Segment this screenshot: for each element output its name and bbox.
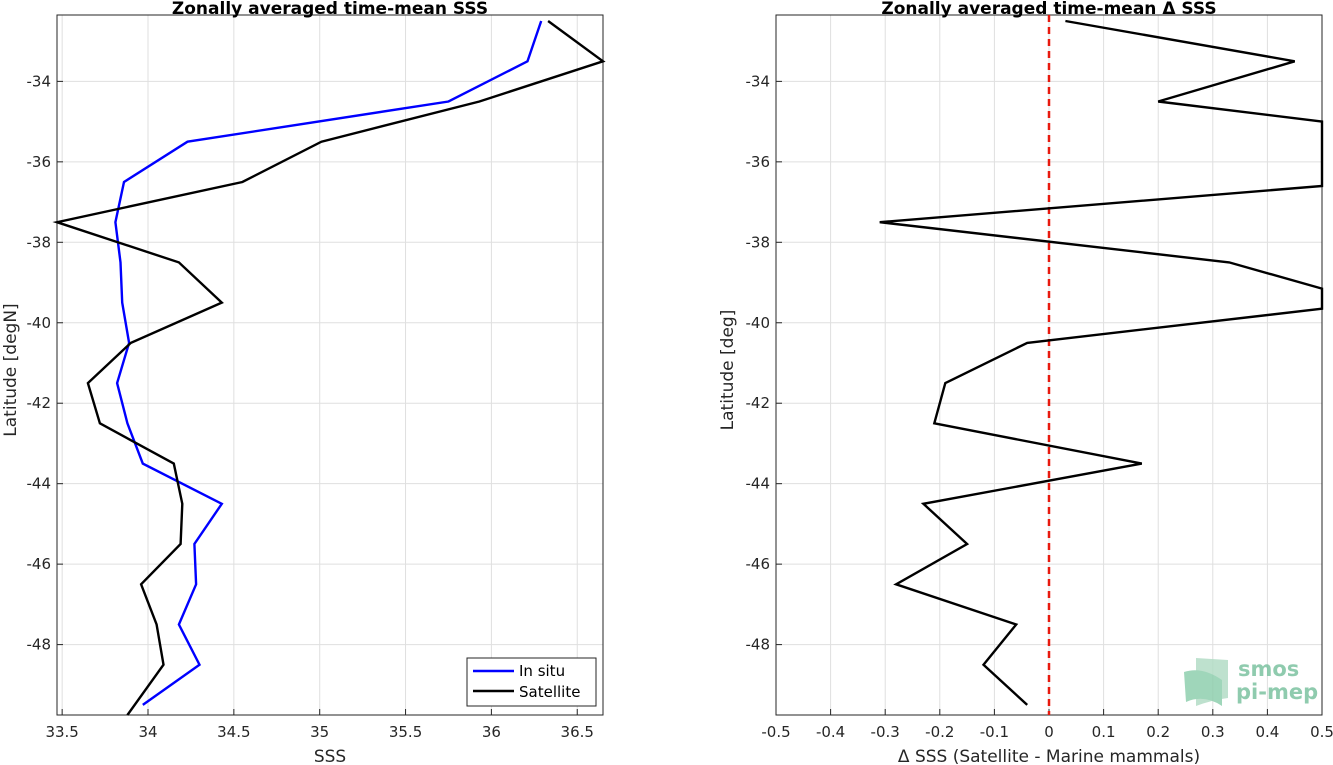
sss-x-tick-label: 34 xyxy=(138,723,157,741)
smos-pi-mep-logo: smos pi-mep xyxy=(1184,657,1318,706)
delta-sss-y-tick-label: -34 xyxy=(746,72,771,90)
sss-axes-frame xyxy=(56,14,604,716)
legend-box xyxy=(466,657,597,707)
logo-text-pi-mep: pi-mep xyxy=(1236,680,1318,704)
legend-label-satellite: Satellite xyxy=(519,683,580,701)
sss-y-tick-label: -34 xyxy=(27,72,52,90)
delta-sss-y-tick-label: -38 xyxy=(746,233,771,251)
sss-series-line-in-situ xyxy=(114,20,543,706)
delta-sss-x-tick-label: 0.1 xyxy=(1092,723,1116,741)
delta-sss-x-tick-label: 0.4 xyxy=(1255,723,1279,741)
delta-sss-y-tick-label: -46 xyxy=(746,555,771,573)
delta-sss-panel: -0.5 -0.4 -0.3 -0.2 -0.1 0 0.1 0.2 0.3 0.4 0.5 -34… xyxy=(718,0,1333,765)
delta-sss-series-line-delta xyxy=(879,19,1324,706)
sss-y-tick-label: -46 xyxy=(27,555,52,573)
sss-series-lines xyxy=(52,20,606,716)
sss-x-ticks: 33.5 34 34.5 35 35.5 36 36.5 xyxy=(45,709,594,741)
delta-sss-y-tick-label: -48 xyxy=(746,636,771,654)
delta-sss-y-tick-label: -40 xyxy=(746,314,771,332)
delta-sss-x-ticks: -0.5 -0.4 -0.3 -0.2 -0.1 0 0.1 0.2 0.3 0.4 0.5 xyxy=(761,709,1333,741)
sss-y-tick-label: -38 xyxy=(27,233,52,251)
delta-sss-x-tick-label: -0.1 xyxy=(980,723,1009,741)
delta-sss-x-tick-label: -0.5 xyxy=(761,723,790,741)
sss-y-tick-label: -48 xyxy=(27,636,52,654)
delta-sss-x-tick-label: -0.2 xyxy=(925,723,954,741)
sss-panel: 33.5 34 34.5 35 35.5 36 36.5 -34 -36 -38 -40 -42 -4… xyxy=(1,0,606,765)
delta-sss-y-axis-label: Latitude [deg] xyxy=(718,310,738,431)
sss-y-axis-label: Latitude [degN] xyxy=(1,303,21,436)
delta-sss-y-tick-label: -44 xyxy=(746,475,771,493)
logo-wave-graphic-front xyxy=(1184,670,1222,706)
sss-x-axis-label: SSS xyxy=(314,747,346,765)
sss-y-tick-label: -42 xyxy=(27,394,52,412)
sss-x-tick-label: 36.5 xyxy=(561,723,594,741)
delta-sss-x-tick-label: 0.5 xyxy=(1310,723,1333,741)
logo-text-smos: smos xyxy=(1238,657,1299,681)
delta-sss-series-lines xyxy=(879,19,1324,706)
sss-x-tick-label: 35.5 xyxy=(389,723,422,741)
delta-sss-x-tick-label: -0.4 xyxy=(816,723,845,741)
sss-x-tick-label: 34.5 xyxy=(217,723,250,741)
delta-sss-x-tick-label: 0 xyxy=(1044,723,1054,741)
legend-label-in-situ: In situ xyxy=(519,662,565,680)
sss-y-tick-label: -40 xyxy=(27,314,52,332)
sss-gridlines xyxy=(57,15,603,715)
sss-y-ticks: -34 -36 -38 -40 -42 -44 -46 -48 xyxy=(27,72,63,654)
sss-x-tick-label: 36 xyxy=(482,723,501,741)
sss-x-tick-label: 33.5 xyxy=(45,723,78,741)
delta-sss-x-axis-label: Δ SSS (Satellite - Marine mammals) xyxy=(898,747,1200,765)
sss-x-tick-label: 35 xyxy=(310,723,329,741)
delta-sss-y-tick-label: -42 xyxy=(746,394,771,412)
delta-sss-x-tick-label: 0.3 xyxy=(1201,723,1225,741)
delta-sss-x-tick-label: 0.2 xyxy=(1146,723,1170,741)
sss-series-line-satellite xyxy=(52,20,606,716)
delta-sss-y-tick-label: -36 xyxy=(746,153,771,171)
sss-y-tick-label: -44 xyxy=(27,475,52,493)
sss-y-tick-label: -36 xyxy=(27,153,52,171)
delta-sss-x-tick-label: -0.3 xyxy=(871,723,900,741)
sss-chart-title: Zonally averaged time-mean SSS xyxy=(172,0,488,19)
sss-legend[interactable]: In situ Satellite xyxy=(466,657,597,707)
delta-sss-y-ticks: -34 -36 -38 -40 -42 -44 -46 -48 xyxy=(746,72,782,654)
delta-sss-chart-title: Zonally averaged time-mean Δ SSS xyxy=(881,0,1216,19)
